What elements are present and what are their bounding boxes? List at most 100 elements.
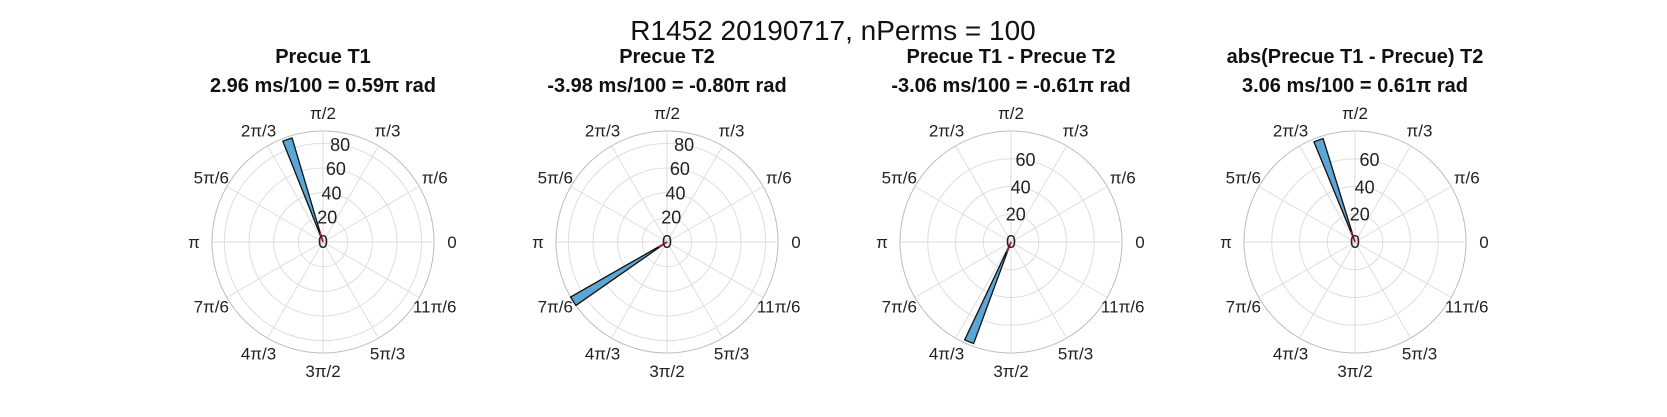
theta-tick-label: 2π/3 xyxy=(241,121,276,140)
theta-grid-spoke xyxy=(226,186,324,243)
theta-grid-spoke xyxy=(1354,186,1452,243)
theta-tick-label: π/6 xyxy=(766,169,792,188)
theta-tick-label: 3π/2 xyxy=(1337,362,1372,381)
r-tick-label: 40 xyxy=(1355,177,1375,197)
theta-tick-label: 7π/6 xyxy=(882,298,917,317)
polar-panel-4: abs(Precue T1 - Precue) T2 3.06 ms/100 = … xyxy=(1220,46,1489,381)
r-tick-label: 40 xyxy=(322,183,342,203)
mean-direction-line xyxy=(1006,241,1012,253)
figure-suptitle: R1452 20190717, nPerms = 100 xyxy=(630,15,1036,46)
mean-direction-line xyxy=(658,241,668,248)
theta-tick-label: π/2 xyxy=(654,104,680,123)
theta-grid-spoke xyxy=(1010,241,1108,298)
polar-panel-2: Precue T2 -3.98 ms/100 = -0.80π rad 80 60 40… xyxy=(532,46,801,381)
histogram-bar xyxy=(963,241,1012,345)
theta-tick-label: 5π/3 xyxy=(1402,345,1437,364)
panel-subtitle: 2.96 ms/100 = 0.59π rad xyxy=(210,75,436,97)
theta-tick-label: π xyxy=(1220,233,1232,252)
theta-grid-spoke xyxy=(1354,241,1411,339)
theta-tick-label: 7π/6 xyxy=(538,298,573,317)
theta-tick-label: 7π/6 xyxy=(194,298,229,317)
theta-tick-label: 3π/2 xyxy=(649,362,684,381)
theta-tick-label: 3π/2 xyxy=(305,362,340,381)
theta-grid-spoke xyxy=(1354,241,1452,298)
panel-title: Precue T1 xyxy=(275,46,371,68)
polar-panel-1: Precue T1 2.96 ms/100 = 0.59π rad 80 60 40 20… xyxy=(188,46,457,381)
theta-tick-label: π/6 xyxy=(422,169,448,188)
theta-grid-spoke xyxy=(666,186,764,243)
theta-grid-spoke xyxy=(1258,241,1356,298)
theta-tick-label: 5π/6 xyxy=(194,169,229,188)
r-tick-label: 40 xyxy=(1011,177,1031,197)
theta-grid-spoke xyxy=(322,241,420,298)
r-tick-label: 60 xyxy=(326,159,346,179)
theta-tick-label: 5π/3 xyxy=(714,345,749,364)
theta-tick-label: 4π/3 xyxy=(241,345,276,364)
theta-tick-label: 0 xyxy=(447,233,456,252)
theta-grid-spoke xyxy=(570,186,668,243)
r-tick-label: 60 xyxy=(1359,150,1379,170)
theta-tick-label: 0 xyxy=(1479,233,1488,252)
theta-tick-label: π xyxy=(876,233,888,252)
r-tick-label: 0 xyxy=(1006,232,1016,252)
histogram-bar xyxy=(1313,137,1356,243)
r-tick-label: 80 xyxy=(674,135,694,155)
theta-tick-label: π/3 xyxy=(1063,121,1089,140)
theta-grid-spoke xyxy=(322,241,379,339)
theta-grid-spoke xyxy=(1354,145,1411,243)
theta-tick-label: π/2 xyxy=(1342,104,1368,123)
theta-grid-spoke xyxy=(1299,145,1356,243)
theta-tick-label: π/3 xyxy=(375,121,401,140)
theta-tick-label: 4π/3 xyxy=(585,345,620,364)
theta-grid-spoke xyxy=(955,241,1012,339)
theta-grid-spoke xyxy=(611,241,668,339)
theta-grid-spoke xyxy=(267,241,324,339)
panel-title: Precue T2 xyxy=(619,46,715,68)
theta-tick-label: 5π/3 xyxy=(370,345,405,364)
theta-grid-spoke xyxy=(226,241,324,298)
theta-tick-label: 0 xyxy=(791,233,800,252)
r-tick-label: 20 xyxy=(661,208,681,228)
panels: Precue T1 2.96 ms/100 = 0.59π rad 80 60 40 20… xyxy=(188,46,1489,381)
theta-tick-label: π/2 xyxy=(998,104,1024,123)
theta-grid-spoke xyxy=(1258,186,1356,243)
theta-tick-label: π xyxy=(532,233,544,252)
r-tick-label: 0 xyxy=(662,232,672,252)
theta-grid-spoke xyxy=(914,241,1012,298)
panel-title: Precue T1 - Precue T2 xyxy=(907,46,1116,68)
polar-panel-3: Precue T1 - Precue T2 -3.06 ms/100 = -0.6… xyxy=(876,46,1145,381)
theta-tick-label: π/3 xyxy=(1407,121,1433,140)
theta-grid-spoke xyxy=(1010,186,1108,243)
theta-tick-label: 3π/2 xyxy=(993,362,1028,381)
theta-tick-label: 4π/3 xyxy=(1273,345,1308,364)
r-tick-label: 20 xyxy=(1350,205,1370,225)
theta-grid-spoke xyxy=(914,186,1012,243)
theta-tick-label: 5π/6 xyxy=(1226,169,1261,188)
theta-grid-spoke xyxy=(666,145,723,243)
panel-subtitle: -3.98 ms/100 = -0.80π rad xyxy=(547,75,786,97)
histogram-bar xyxy=(281,137,324,243)
r-tick-label: 80 xyxy=(330,135,350,155)
theta-tick-label: 5π/3 xyxy=(1058,345,1093,364)
mean-direction-line xyxy=(319,232,324,243)
r-tick-label: 20 xyxy=(1006,205,1026,225)
panel-title: abs(Precue T1 - Precue) T2 xyxy=(1227,46,1484,68)
theta-tick-label: 2π/3 xyxy=(1273,121,1308,140)
r-tick-label: 40 xyxy=(666,183,686,203)
theta-grid-spoke xyxy=(611,145,668,243)
panel-subtitle: 3.06 ms/100 = 0.61π rad xyxy=(1242,75,1468,97)
theta-tick-label: 11π/6 xyxy=(413,298,457,317)
theta-tick-label: π xyxy=(188,233,200,252)
theta-grid-spoke xyxy=(267,145,324,243)
theta-tick-label: 11π/6 xyxy=(1445,298,1489,317)
r-tick-label: 0 xyxy=(318,232,328,252)
theta-tick-label: π/3 xyxy=(719,121,745,140)
theta-grid-spoke xyxy=(1299,241,1356,339)
theta-grid-spoke xyxy=(955,145,1012,243)
theta-grid-spoke xyxy=(1010,241,1067,339)
histogram-bar xyxy=(569,241,668,307)
theta-grid-spoke xyxy=(322,145,379,243)
theta-tick-label: 5π/6 xyxy=(882,169,917,188)
